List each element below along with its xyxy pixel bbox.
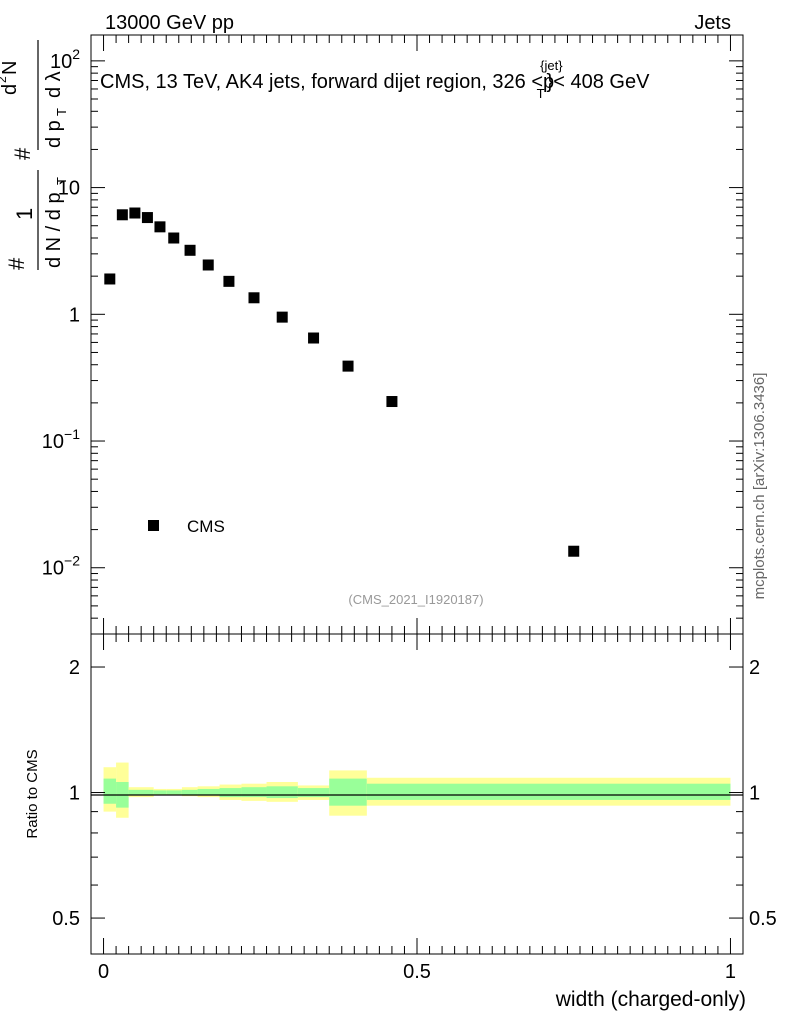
- main-plot-frame: [90, 34, 744, 635]
- ratio-y-axis-labels: 0.5 0.5 1 1 2 2: [52, 657, 777, 930]
- ratio-y-axis-label: Ratio to CMS: [24, 749, 41, 838]
- main-title-end: }< 408 GeV: [547, 71, 651, 93]
- ratio-y-tick-label-right: 1: [749, 783, 760, 805]
- main-title-text: CMS, 13 TeV, AK4 jets, forward dijet reg…: [100, 71, 554, 93]
- cms-data-point: [248, 292, 260, 304]
- legend-label-cms: CMS: [187, 517, 225, 536]
- x-tick-label: 0.5: [403, 961, 431, 983]
- cms-data-point: [154, 221, 166, 233]
- ratio-band-inner: [181, 789, 198, 795]
- y-label-denominator-1: d N / d p: [43, 192, 65, 268]
- header-energy-label: 13000 GeV pp: [105, 12, 234, 34]
- cms-data-point: [116, 209, 128, 221]
- cms-data-point: [386, 396, 398, 408]
- cms-data-markers: [104, 207, 580, 557]
- main-y-tick-label: 1: [69, 304, 80, 326]
- y-label-numerator-2-n: N: [0, 61, 21, 75]
- ratio-y-tick-label-left: 0.5: [52, 908, 80, 930]
- y-label-numerator-2-sup: 2: [0, 76, 9, 83]
- main-y-tick-label: 10−2: [42, 553, 80, 580]
- ratio-uncertainty-bands: [103, 762, 731, 818]
- ratio-band-inner: [366, 783, 731, 800]
- x-axis-tick-labels: 0 0.5 1: [98, 961, 736, 983]
- main-x-axis-ticks: [103, 35, 731, 634]
- ratio-band-inner: [103, 778, 117, 804]
- ratio-band-inner: [153, 790, 167, 795]
- main-plot-title: CMS, 13 TeV, AK4 jets, forward dijet reg…: [100, 58, 650, 101]
- ratio-y-tick-label-left: 2: [69, 657, 80, 679]
- y-label-numerator-2: d: [0, 84, 21, 95]
- ratio-band-inner: [297, 788, 330, 798]
- y-label-numerator-1: 1: [12, 208, 37, 220]
- y-label-denominator-2: d p: [43, 120, 65, 148]
- y-label-hash-1: #: [4, 257, 29, 270]
- main-y-tick-label: 10−1: [42, 426, 80, 453]
- cms-data-point: [276, 311, 288, 323]
- cms-data-point: [141, 212, 153, 224]
- cms-data-point: [342, 360, 354, 372]
- y-label-denominator-sub-2: T: [54, 108, 69, 116]
- ratio-band-inner: [197, 788, 220, 796]
- main-title-superscript: {jet}: [540, 58, 563, 73]
- ratio-band-inner: [219, 788, 242, 798]
- cms-data-point: [104, 273, 116, 285]
- legend-marker-cms: [148, 520, 159, 531]
- main-title-subscript: T: [537, 86, 545, 101]
- side-credit-label: mcplots.cern.ch [arXiv:1306.3436]: [751, 373, 768, 600]
- cms-data-point: [202, 259, 214, 271]
- main-y-tick-label: 10: [58, 178, 80, 200]
- ratio-y-tick-label-left: 1: [69, 783, 80, 805]
- y-label-denominator-sub-1: T: [54, 177, 69, 185]
- cms-data-point: [223, 275, 235, 287]
- ratio-band-inner: [166, 790, 182, 795]
- x-axis-label: width (charged-only): [555, 988, 746, 1011]
- cms-data-point: [168, 232, 180, 244]
- x-tick-label: 1: [725, 961, 736, 983]
- ratio-band-inner: [241, 787, 267, 798]
- legend: CMS: [148, 517, 225, 536]
- ratio-band-inner: [329, 778, 367, 806]
- cms-data-point: [308, 332, 320, 344]
- cms-data-point: [568, 545, 580, 557]
- main-y-axis-label: # 1 d N / d p T # d 2 N d p T d λ: [0, 40, 69, 270]
- y-label-hash-2: #: [10, 147, 35, 160]
- main-y-axis-ticks: [91, 60, 743, 635]
- analysis-watermark: (CMS_2021_I1920187): [348, 592, 483, 607]
- cms-data-point: [129, 207, 141, 219]
- x-tick-label: 0: [98, 961, 109, 983]
- cms-data-point: [184, 244, 196, 256]
- header-process-label: Jets: [694, 12, 731, 34]
- main-y-axis-labels: 10−2 10−1 1 10 102: [42, 46, 80, 580]
- main-y-tick-label: 102: [50, 46, 80, 73]
- ratio-y-tick-label-right: 0.5: [749, 908, 777, 930]
- ratio-axis-ticks: [91, 634, 743, 954]
- y-label-denominator-2-rest: d λ: [43, 71, 65, 98]
- ratio-y-tick-label-right: 2: [749, 657, 760, 679]
- ratio-band-inner: [266, 786, 298, 799]
- ratio-band-inner: [128, 789, 154, 796]
